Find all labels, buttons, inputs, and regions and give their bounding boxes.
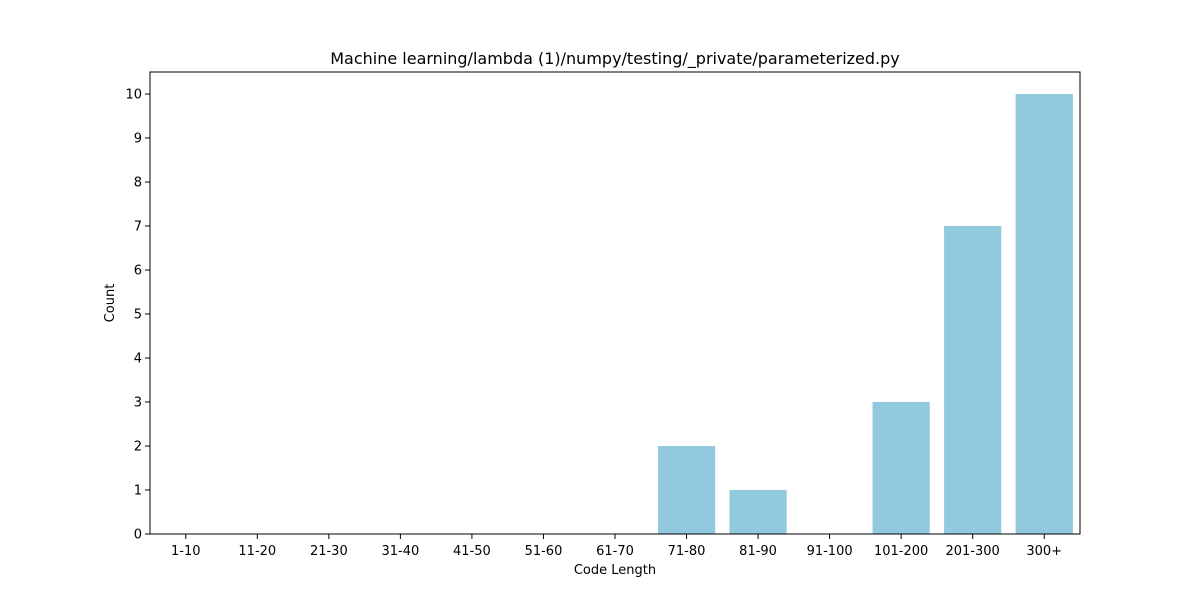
y-tick-label: 4	[134, 352, 142, 367]
y-tick-label: 7	[134, 220, 142, 235]
y-tick-label: 3	[134, 396, 142, 411]
x-tick-label: 81-90	[739, 544, 777, 559]
x-tick-label: 101-200	[874, 544, 928, 559]
y-tick-label: 8	[134, 176, 142, 191]
y-tick-label: 9	[134, 132, 142, 147]
y-tick-label: 2	[134, 440, 142, 455]
y-tick-label: 5	[134, 308, 142, 323]
x-axis: 1-10 11-20 21-30 31-40 41-50 51-60 61-70 71-80 8…	[171, 534, 1062, 559]
bar-101-200	[872, 402, 930, 534]
x-tick-label: 11-20	[238, 544, 276, 559]
x-tick-label: 91-100	[807, 544, 853, 559]
bar-201-300	[944, 226, 1002, 534]
x-tick-label: 71-80	[668, 544, 706, 559]
y-axis: 0 1 2 3 4 5 6 7 8 9 10	[125, 88, 150, 543]
bars-layer	[657, 94, 1073, 534]
y-tick-label: 1	[134, 484, 142, 499]
y-tick-label: 6	[134, 264, 142, 279]
x-axis-label: Code Length	[574, 563, 656, 578]
x-tick-label: 41-50	[453, 544, 491, 559]
y-tick-label: 0	[134, 528, 142, 543]
bar-71-80	[657, 446, 716, 534]
x-tick-label: 31-40	[381, 544, 419, 559]
x-tick-label: 51-60	[525, 544, 563, 559]
bar-81-90	[729, 490, 787, 534]
bar-300+	[1015, 94, 1073, 534]
x-tick-label: 300+	[1026, 544, 1062, 559]
plot-area-frame	[149, 71, 1081, 535]
x-tick-label: 1-10	[171, 544, 201, 559]
x-tick-label: 61-70	[596, 544, 634, 559]
x-tick-label: 21-30	[310, 544, 348, 559]
y-axis-label: Count	[103, 284, 118, 323]
chart-title: Machine learning/lambda (1)/numpy/testin…	[330, 49, 900, 69]
x-tick-label: 201-300	[946, 544, 1000, 559]
y-tick-label: 10	[125, 88, 142, 103]
